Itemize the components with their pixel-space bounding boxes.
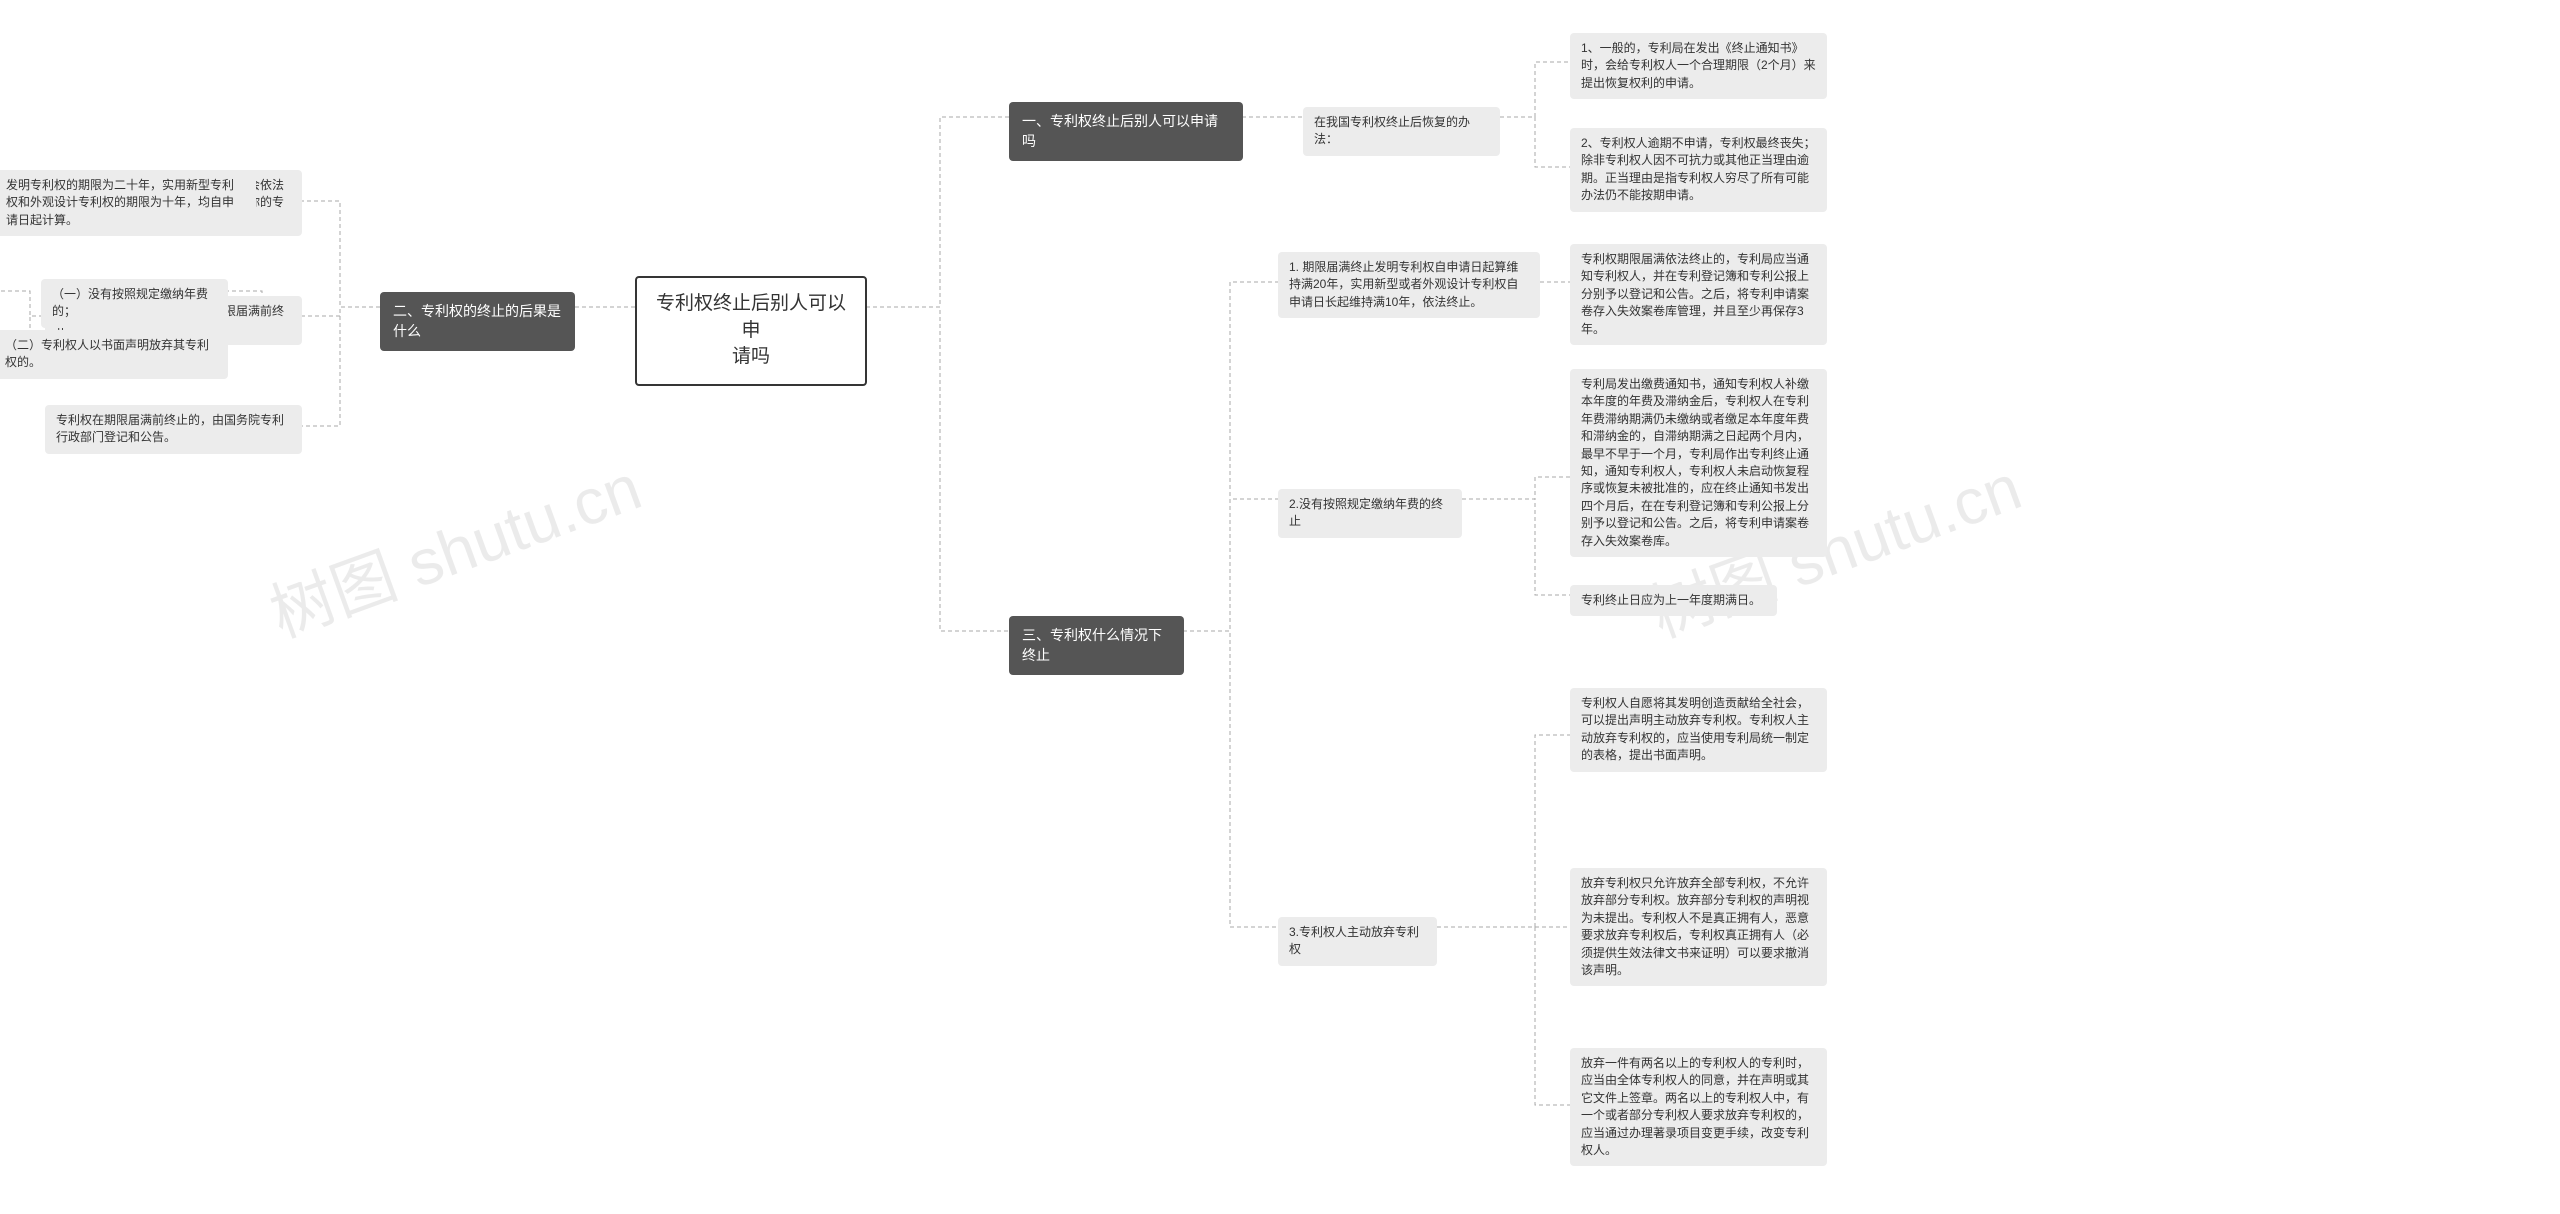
branch-r3-child-0: 1. 期限届满终止发明专利权自申请日起算维持满20年，实用新型或者外观设计专利权… <box>1278 252 1540 318</box>
branch-r3-child-0-leaf-0: 专利权期限届满依法终止的，专利局应当通知专利权人，并在专利登记簿和专利公报上分别… <box>1570 244 1827 345</box>
center-topic: 专利权终止后别人可以申请吗 <box>635 276 867 386</box>
branch-r1-child: 在我国专利权终止后恢复的办法： <box>1303 107 1500 156</box>
branch-r1-leaf-0: 1、一般的，专利局在发出《终止通知书》时，会给专利权人一个合理期限（2个月）来提… <box>1570 33 1827 99</box>
branch-l2-child-2: 专利权在期限届满前终止的，由国务院专利行政部门登记和公告。 <box>45 405 302 454</box>
connector-layer <box>0 0 2560 1214</box>
branch-r3-child-2-leaf-0: 专利权人自愿将其发明创造贡献给全社会，可以提出声明主动放弃专利权。专利权人主动放… <box>1570 688 1827 772</box>
watermark-left: 树图 shutu.cn <box>256 436 652 655</box>
branch-r3-title: 三、专利权什么情况下终止 <box>1009 616 1184 675</box>
branch-l2-child-1-leaf-1: （二）专利权人以书面声明放弃其专利权的。 <box>0 330 228 379</box>
branch-r3-child-2: 3.专利权人主动放弃专利权 <box>1278 917 1437 966</box>
branch-l2-child-0-leaf-0: 发明专利权的期限为二十年，实用新型专利权和外观设计专利权的期限为十年，均自申请日… <box>0 170 256 236</box>
branch-r3-child-2-leaf-1: 放弃专利权只允许放弃全部专利权，不允许放弃部分专利权。放弃部分专利权的声明视为未… <box>1570 868 1827 986</box>
branch-l2-title: 二、专利权的终止的后果是什么 <box>380 292 575 351</box>
branch-r3-child-1-leaf-1: 专利终止日应为上一年度期满日。 <box>1570 585 1777 616</box>
branch-r3-child-1-leaf-0: 专利局发出缴费通知书，通知专利权人补缴本年度的年费及滞纳金后，专利权人在专利年费… <box>1570 369 1827 557</box>
branch-r1-leaf-1: 2、专利权人逾期不申请，专利权最终丧失；除非专利权人因不可抗力或其他正当理由逾期… <box>1570 128 1827 212</box>
branch-r3-child-2-leaf-2: 放弃一件有两名以上的专利权人的专利时，应当由全体专利权人的同意，并在声明或其它文… <box>1570 1048 1827 1166</box>
branch-l2-child-1-leaf-0: （一）没有按照规定缴纳年费的； <box>41 279 228 328</box>
branch-r3-child-1: 2.没有按照规定缴纳年费的终止 <box>1278 489 1462 538</box>
connector-layer-2 <box>0 0 2560 1214</box>
branch-r1-title: 一、专利权终止后别人可以申请吗 <box>1009 102 1243 161</box>
